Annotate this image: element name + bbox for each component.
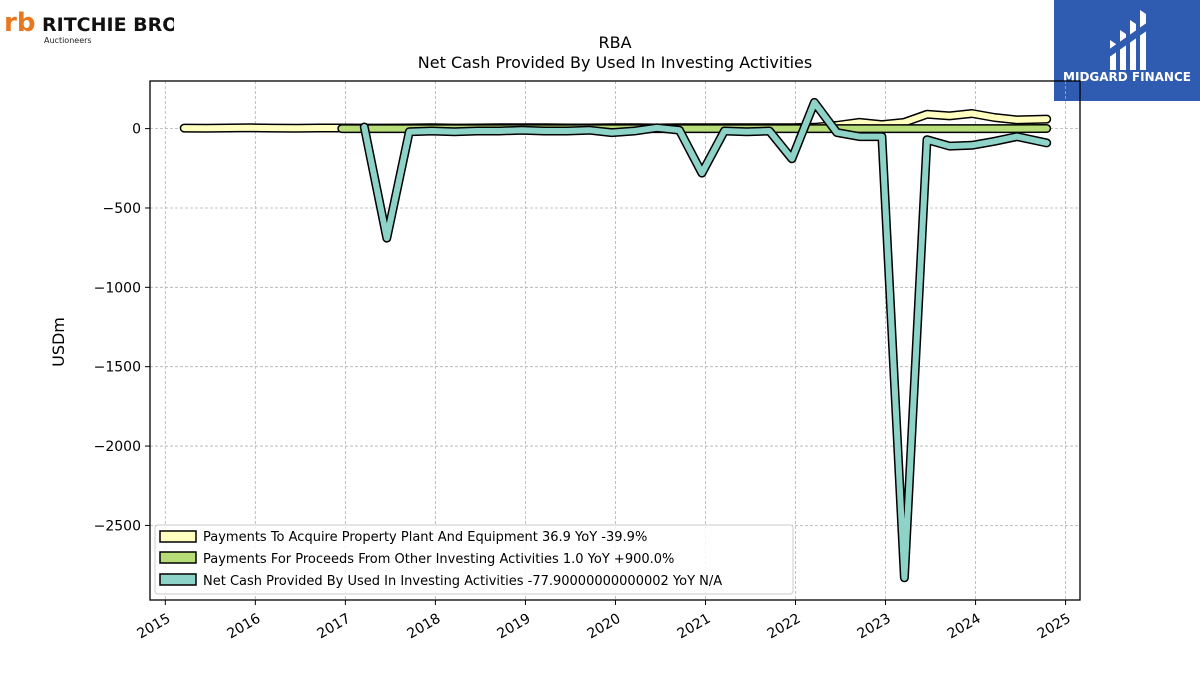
plot-series bbox=[179, 97, 1052, 583]
ritchie-bros-logo: rb RITCHIE BROS. Auctioneers bbox=[4, 8, 174, 45]
chart-title: RBA bbox=[598, 33, 631, 52]
rb-mark: rb bbox=[4, 8, 35, 38]
x-tick-label: 2022 bbox=[765, 611, 804, 643]
y-axis-label: USDm bbox=[49, 317, 68, 367]
y-tick-label: −1500 bbox=[94, 360, 141, 376]
x-tick-label: 2018 bbox=[405, 611, 444, 643]
x-tick-label: 2023 bbox=[855, 611, 894, 643]
legend-swatch-2 bbox=[159, 573, 197, 586]
legend-swatch-1 bbox=[159, 551, 197, 564]
y-tick-label: −2500 bbox=[94, 518, 141, 534]
x-tick-label: 2017 bbox=[314, 611, 353, 643]
x-tick-label: 2015 bbox=[134, 611, 173, 643]
x-tick-label: 2025 bbox=[1035, 611, 1074, 643]
plot-frame bbox=[149, 80, 1081, 601]
legend-label-2: Net Cash Provided By Used In Investing A… bbox=[203, 574, 722, 589]
legend: Payments To Acquire Property Plant And E… bbox=[154, 524, 794, 595]
y-tick-label: 0 bbox=[132, 122, 141, 138]
midgard-finance-logo: MIDGARD FINANCE bbox=[1054, 0, 1200, 101]
legend-label-1: Payments For Proceeds From Other Investi… bbox=[203, 552, 674, 567]
y-tick-label: −500 bbox=[103, 201, 141, 217]
ritchie-bros-wordmark: RITCHIE BROS. bbox=[42, 14, 174, 36]
chart-subtitle: Net Cash Provided By Used In Investing A… bbox=[418, 53, 812, 72]
midgard-logo-svg: MIDGARD FINANCE bbox=[1063, 10, 1191, 84]
midgard-wordmark: MIDGARD FINANCE bbox=[1063, 70, 1191, 84]
legend-frame bbox=[154, 524, 794, 595]
midgard-emblem-icon bbox=[1108, 10, 1148, 70]
y-tick-label: −2000 bbox=[94, 439, 141, 455]
ritchie-bros-tagline: Auctioneers bbox=[44, 36, 92, 45]
x-tick-label: 2021 bbox=[675, 611, 714, 643]
legend-label-0: Payments To Acquire Property Plant And E… bbox=[203, 530, 647, 545]
y-tick-label: −1000 bbox=[94, 280, 141, 296]
x-tick-label: 2020 bbox=[585, 611, 624, 643]
x-tick-label: 2016 bbox=[224, 611, 263, 643]
grid bbox=[150, 81, 1080, 600]
x-tick-label: 2024 bbox=[945, 611, 984, 643]
legend-swatch-0 bbox=[159, 530, 197, 543]
x-tick-label: 2019 bbox=[495, 611, 534, 643]
